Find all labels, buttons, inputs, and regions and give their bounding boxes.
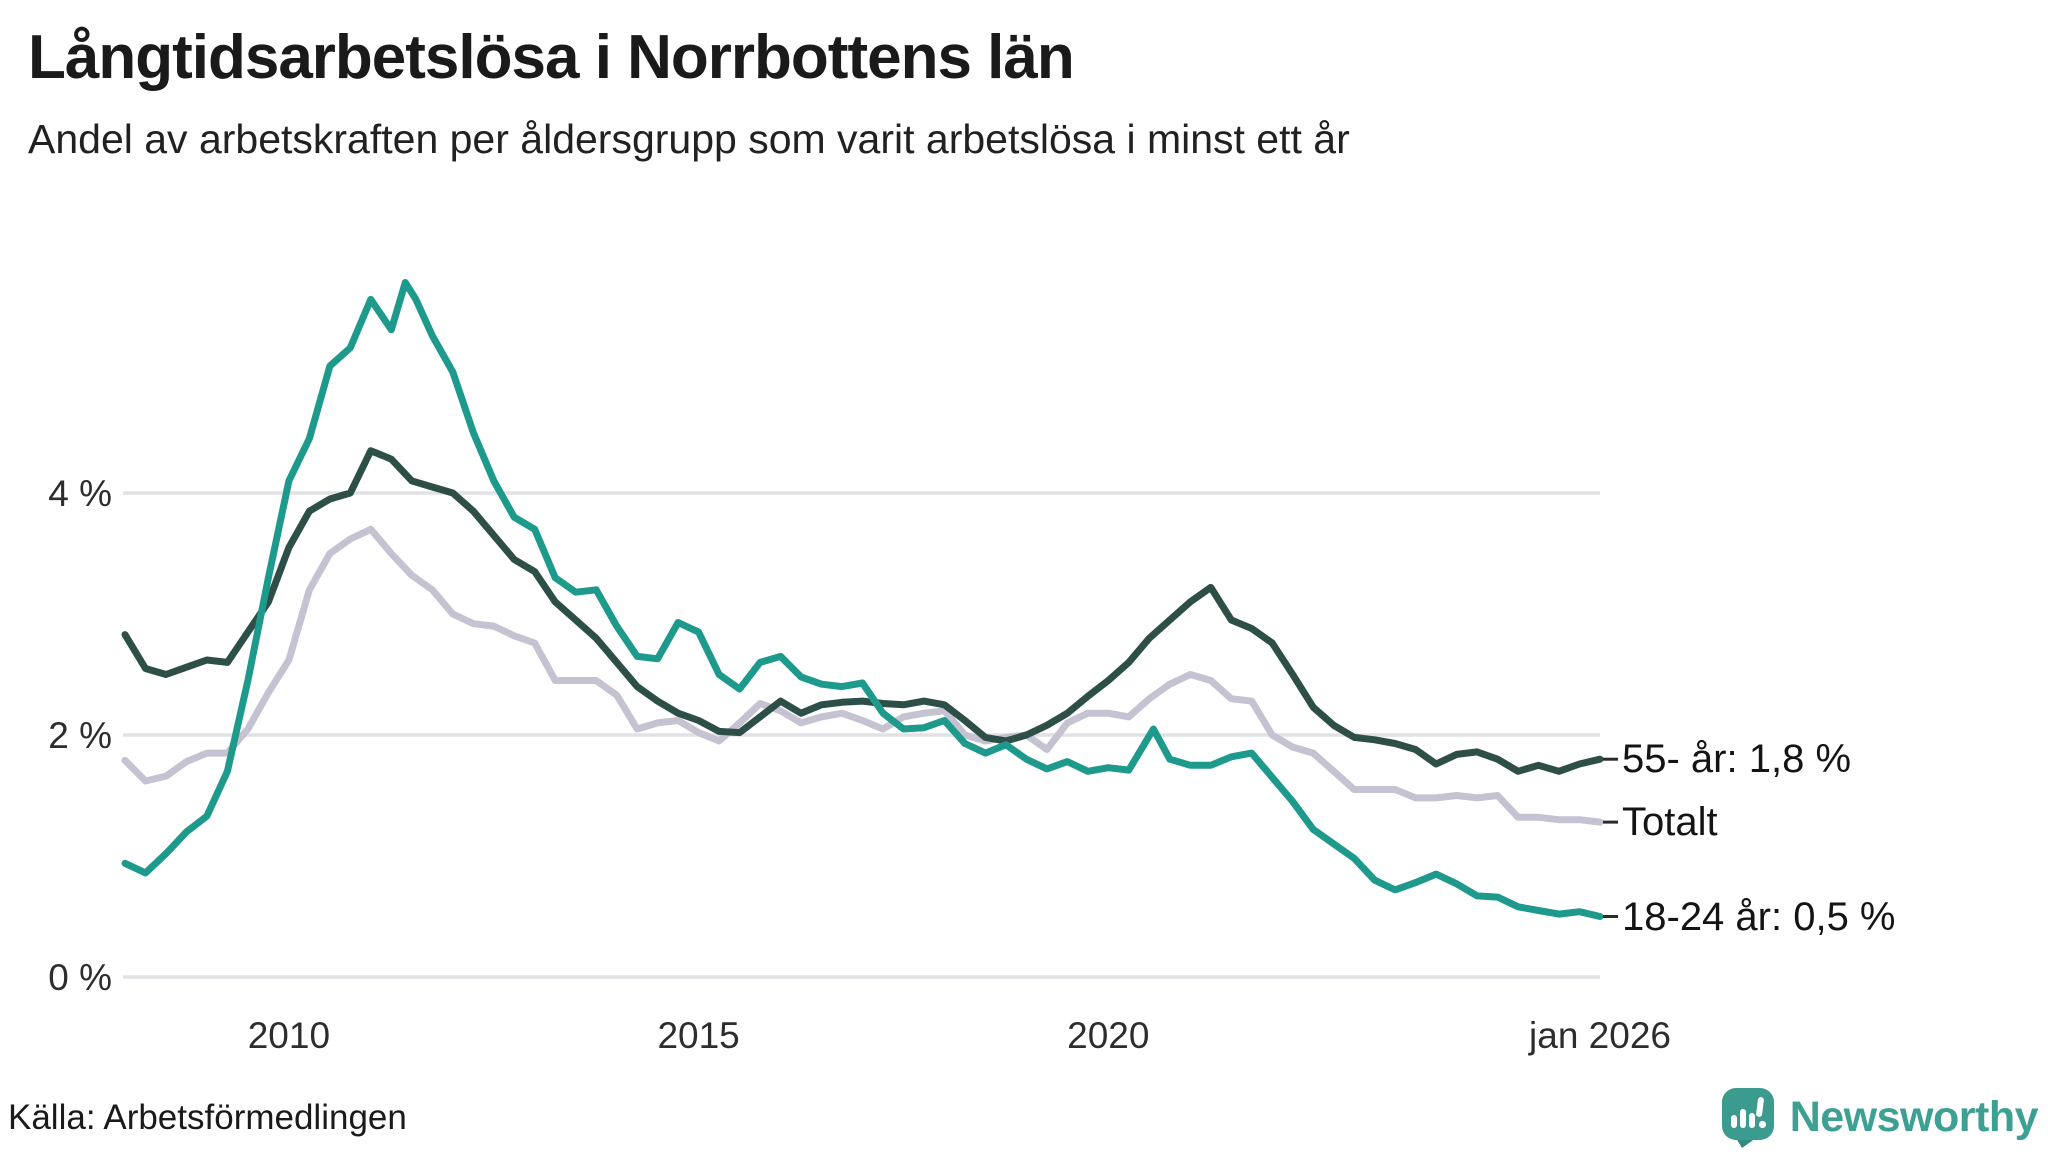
page-subtitle: Andel av arbetskraften per åldersgrupp s… [28, 116, 1350, 162]
source-note: Källa: Arbetsförmedlingen [8, 1098, 407, 1137]
series-end-label-totalt: Totalt [1622, 800, 1718, 845]
y-tick-label: 0 % [48, 957, 112, 998]
x-tick-label: 2010 [248, 1015, 330, 1056]
newsworthy-logo-text: Newsworthy [1789, 1092, 2039, 1141]
newsworthy-bar-chart-bubble-icon [1720, 1086, 1776, 1148]
series-end-label-18-24: 18-24 år: 0,5 % [1622, 894, 1896, 939]
page-title: Långtidsarbetslösa i Norrbottens län [28, 23, 1075, 92]
series-line-55-år [121, 447, 1604, 775]
series-line-Totalt [121, 525, 1604, 826]
newsworthy-logo: Newsworthy [1720, 1086, 2039, 1148]
x-tick-label: jan 2026 [1528, 1015, 1671, 1056]
series-end-label-55: 55- år: 1,8 % [1622, 737, 1852, 782]
x-tick-label: 2015 [657, 1015, 739, 1056]
y-tick-label: 4 % [48, 473, 112, 514]
x-tick-label: 2020 [1067, 1015, 1149, 1056]
series-line-18-24år [121, 279, 1604, 920]
y-tick-label: 2 % [48, 715, 112, 756]
